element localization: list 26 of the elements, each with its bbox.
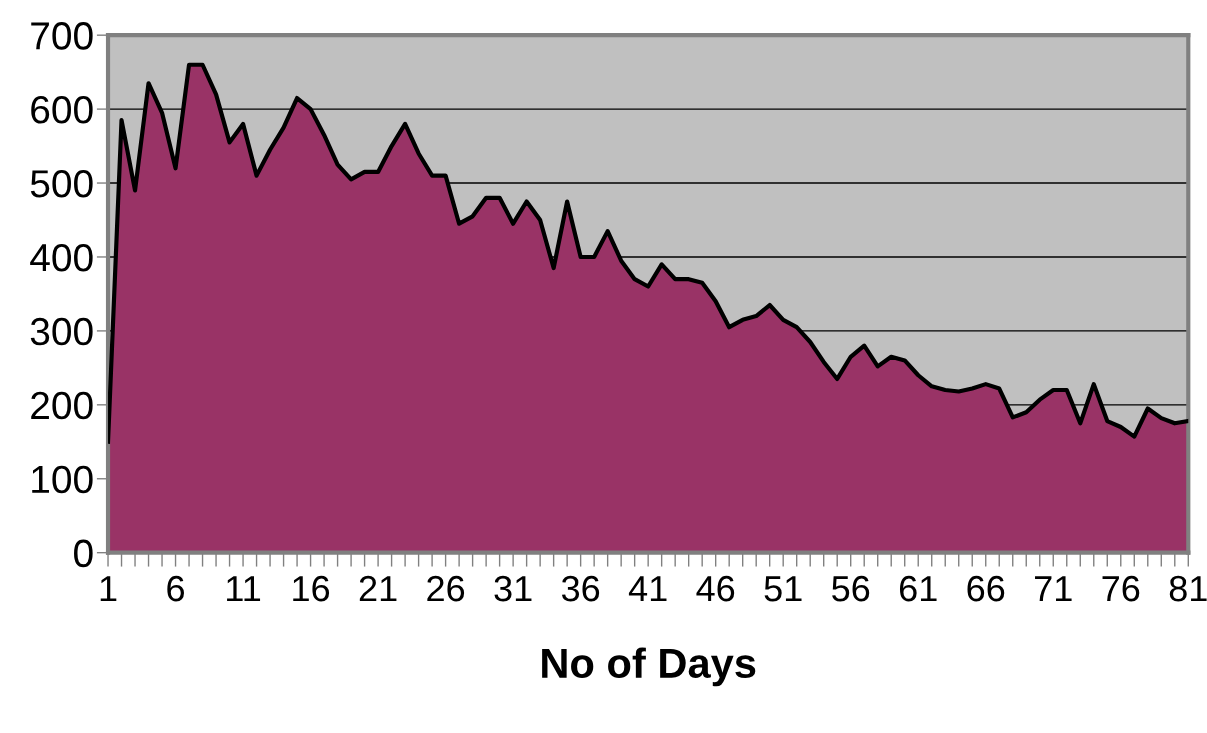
y-tick-label: 500 <box>30 169 93 198</box>
x-tick-label: 81 <box>1169 575 1207 602</box>
x-tick-label: 46 <box>696 575 735 602</box>
x-tick-label: 1 <box>100 576 117 602</box>
x-tick-label: 11 <box>227 576 261 602</box>
x-tick-label: 36 <box>561 575 600 602</box>
y-tick-label: 200 <box>31 391 93 420</box>
x-tick-label: 56 <box>832 575 870 602</box>
x-tick-label: 76 <box>1102 575 1140 602</box>
y-tick-label: 600 <box>31 96 93 124</box>
x-tick-label: 41 <box>628 576 667 602</box>
x-tick-label: 61 <box>899 575 937 602</box>
x-tick-label: 26 <box>427 575 465 602</box>
x-tick-label: 66 <box>967 575 1005 602</box>
x-axis-title: No of Days <box>542 647 756 687</box>
x-tick-label: 21 <box>359 575 397 602</box>
x-tick-label: 31 <box>494 575 532 602</box>
x-tick-label: 16 <box>293 575 330 602</box>
x-tick-label: 71 <box>1035 576 1072 602</box>
y-tick-label: 100 <box>32 465 93 494</box>
x-tick-label: 6 <box>167 575 184 602</box>
y-tick-label: 400 <box>30 243 93 272</box>
x-tick-label: 51 <box>764 576 802 602</box>
y-tick-label: 300 <box>30 317 93 346</box>
y-tick-label: 0 <box>74 539 93 568</box>
y-tick-label: 700 <box>31 22 93 50</box>
